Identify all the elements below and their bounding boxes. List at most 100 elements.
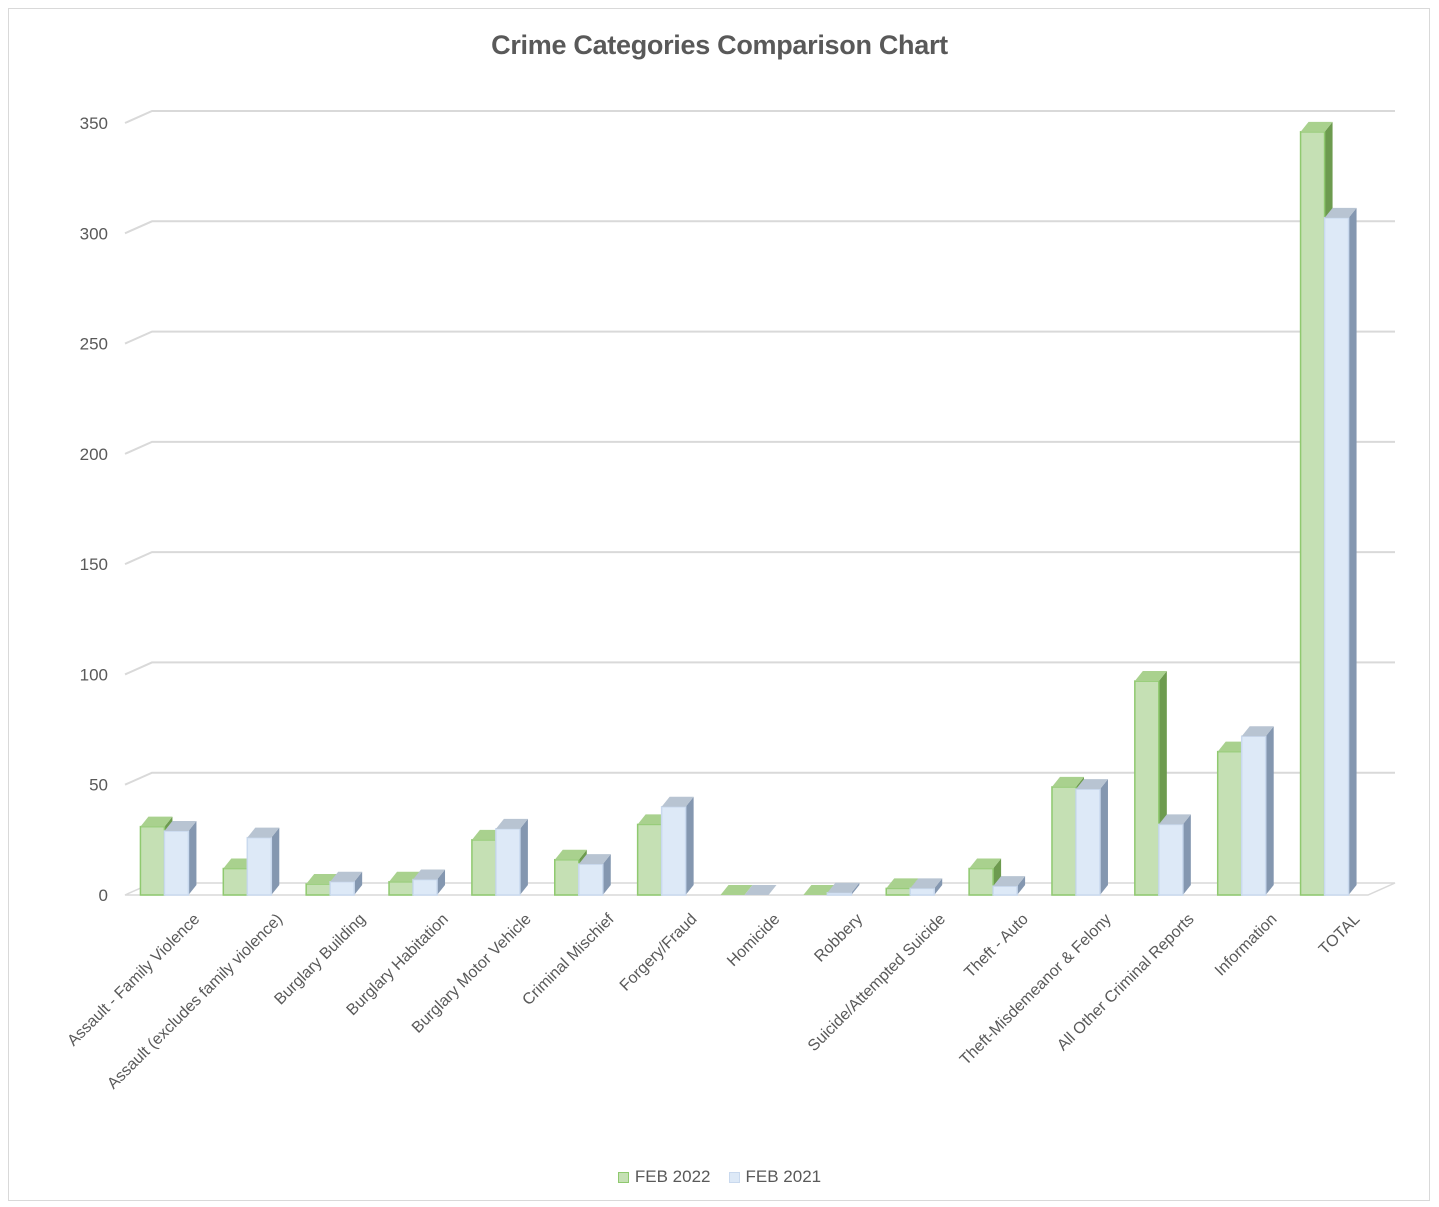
bar-top: [969, 858, 1002, 869]
bar-front: [885, 887, 911, 896]
bar-side: [1265, 726, 1274, 895]
x-tick-label: Forgery/Fraud: [617, 911, 701, 995]
bar-front: [1240, 735, 1267, 896]
bar-top: [1158, 814, 1191, 825]
bar-front: [1323, 217, 1350, 896]
legend-swatch-feb-2022: [617, 1171, 629, 1183]
bar-top: [1324, 207, 1357, 218]
bar-top: [247, 827, 280, 838]
bar-top: [720, 885, 753, 895]
bar-top: [578, 854, 611, 865]
x-tick-label: Information: [1212, 911, 1281, 980]
gridline: [124, 440, 1395, 455]
bar-top: [554, 849, 587, 860]
bar-top: [330, 871, 363, 882]
bar-top: [827, 882, 860, 893]
legend-label-feb-2022: FEB 2022: [634, 1167, 711, 1186]
bar-side: [188, 821, 197, 895]
x-tick-label: Criminal Mischief: [519, 910, 618, 1009]
bar-top: [1075, 779, 1108, 790]
bar-feb-2021: [246, 827, 280, 896]
bar-side: [271, 827, 280, 895]
bar-front: [329, 881, 355, 896]
bar-front: [968, 867, 994, 896]
bar-top: [164, 821, 197, 832]
gridline: [124, 330, 1395, 345]
y-tick-label: 200: [80, 445, 108, 464]
bar-front: [578, 863, 604, 896]
bar-feb-2021: [1240, 726, 1274, 896]
bar-side: [519, 818, 528, 895]
x-tick-label: Assault - Family Violence: [64, 911, 203, 1050]
y-tick-label: 300: [80, 224, 108, 243]
y-tick-label: 150: [80, 555, 108, 574]
legend-item-feb-2021: FEB 2021: [728, 1167, 822, 1187]
gridline: [124, 110, 1395, 124]
gridline: [124, 771, 1395, 786]
bar-top: [910, 878, 943, 889]
bar-top: [1241, 726, 1274, 737]
bar-front: [412, 878, 438, 896]
bar-top: [1051, 776, 1084, 787]
bar-side: [602, 854, 611, 895]
bar-top: [661, 796, 694, 807]
bar-front: [636, 823, 663, 896]
bar-feb-2021: [1075, 779, 1108, 896]
y-tick-label: 350: [80, 114, 108, 133]
legend-item-feb-2022: FEB 2022: [617, 1167, 711, 1187]
bar-feb-2021: [826, 882, 860, 896]
x-tick-label: Robbery: [811, 911, 866, 966]
bar-front: [1158, 823, 1184, 896]
x-tick-label: Theft - Auto: [961, 911, 1032, 982]
bar-front: [495, 828, 521, 896]
gridline: [124, 661, 1395, 676]
bar-feb-2021: [578, 854, 611, 896]
bar-front: [1075, 788, 1101, 896]
bar-feb-2021: [660, 796, 694, 896]
bar-feb-2021: [909, 878, 943, 896]
x-tick-label: Homicide: [724, 911, 783, 970]
bar-side: [851, 882, 860, 895]
bar-feb-2021: [412, 869, 446, 896]
bar-side: [685, 796, 694, 895]
bar-side: [437, 869, 446, 895]
chart-area: [8, 8, 1430, 1201]
bar-front: [826, 892, 853, 896]
bar-top: [886, 878, 919, 889]
bar-side: [1348, 207, 1357, 896]
y-tick-label: 0: [99, 886, 108, 905]
bar-front: [992, 885, 1018, 896]
bar-front: [554, 858, 580, 896]
bar-top: [993, 876, 1026, 887]
bar-feb-2021: [1158, 814, 1191, 896]
y-tick-label: 100: [80, 665, 108, 684]
bar-front: [1134, 680, 1160, 896]
bar-feb-2021: [163, 821, 197, 896]
legend-swatch-feb-2021: [728, 1171, 740, 1183]
x-tick-label: Suicide/Attempted Suicide: [805, 911, 949, 1055]
bar-front: [1216, 750, 1243, 896]
legend-label-feb-2021: FEB 2021: [745, 1167, 822, 1186]
bar-feb-2021: [992, 876, 1026, 896]
bar-front: [163, 830, 190, 896]
bar-front: [471, 839, 497, 896]
legend: FEB 2022 FEB 2021: [0, 1167, 1439, 1187]
y-tick-label: 250: [80, 335, 108, 354]
bar-side: [1182, 814, 1191, 895]
bar-top: [1300, 121, 1333, 132]
bar-front: [246, 836, 273, 896]
x-tick-label: Theft-Misdemeanor & Felony: [957, 911, 1115, 1069]
bar-top: [1134, 671, 1167, 682]
bar-feb-2021: [744, 885, 777, 895]
bar-front: [305, 883, 331, 896]
bar-side: [354, 871, 363, 895]
bar-feb-2022: [720, 885, 753, 895]
x-tick-label: TOTAL: [1316, 911, 1364, 959]
chart-title: Crime Categories Comparison Chart: [491, 30, 948, 60]
bar-front: [1051, 786, 1077, 896]
y-tick-label: 50: [89, 776, 108, 795]
bar-top: [495, 818, 528, 829]
bar-front: [139, 825, 166, 896]
bar-side: [934, 878, 943, 895]
bar-front: [1299, 131, 1326, 896]
